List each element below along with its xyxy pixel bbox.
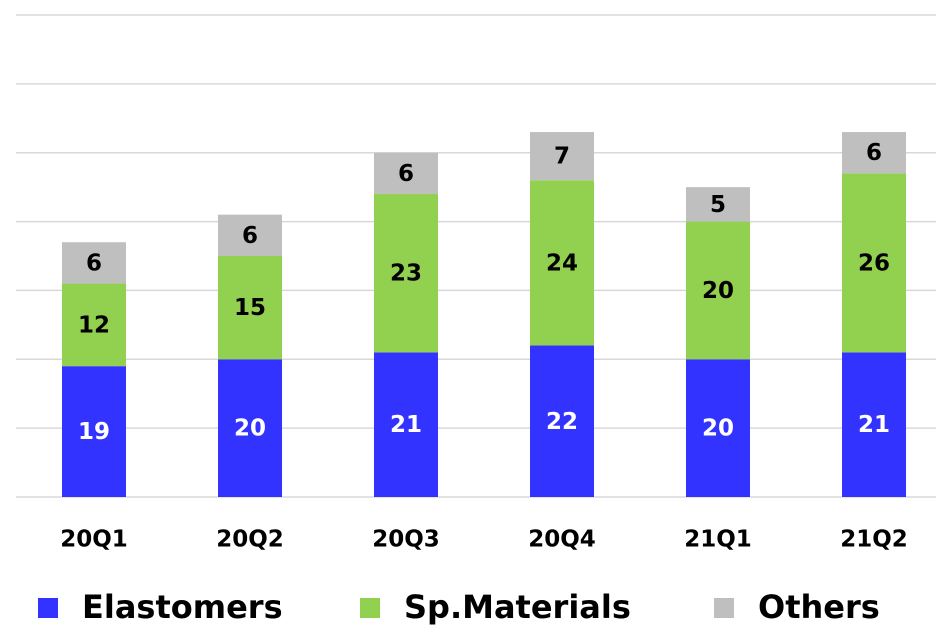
x-tick-label: 20Q3 [372, 527, 440, 553]
bar-segment [842, 132, 906, 174]
legend-label: Elastomers [82, 588, 283, 626]
bar-segment [374, 352, 438, 497]
bar-segment [530, 180, 594, 346]
data-label: 6 [242, 223, 258, 249]
data-label: 20 [234, 416, 266, 442]
data-label: 5 [710, 192, 726, 218]
legend-swatch [360, 598, 380, 618]
data-label: 24 [546, 250, 578, 276]
bar-segment [686, 187, 750, 222]
data-label: 26 [858, 250, 890, 276]
bar-segment [374, 152, 438, 195]
data-label: 21 [390, 412, 422, 438]
x-tick-label: 20Q1 [60, 527, 128, 553]
data-label: 20 [702, 416, 734, 442]
x-tick-label: 21Q1 [684, 527, 752, 553]
data-label: 21 [858, 412, 890, 438]
legend-label: Others [758, 588, 880, 626]
bar-segment [218, 359, 282, 497]
x-tick-label: 20Q2 [216, 527, 284, 553]
bar-segment [686, 221, 750, 360]
bar-segment [218, 256, 282, 360]
bar-segment [62, 366, 126, 497]
legend-swatch [714, 598, 734, 618]
bar-segment [530, 345, 594, 497]
data-label: 22 [546, 409, 578, 435]
data-label: 6 [86, 250, 102, 276]
data-label: 20 [702, 278, 734, 304]
bar-segment [686, 359, 750, 497]
data-label: 19 [78, 419, 110, 445]
data-label: 6 [398, 161, 414, 187]
data-label: 15 [234, 295, 266, 321]
legend-swatch [38, 598, 58, 618]
bar-segment [218, 214, 282, 256]
x-tick-label: 21Q2 [840, 527, 908, 553]
bar-segment [62, 242, 126, 284]
data-label: 12 [78, 312, 110, 338]
bar-segment [842, 352, 906, 497]
data-label: 23 [390, 261, 422, 287]
data-label: 6 [866, 140, 882, 166]
legend-label: Sp.Materials [404, 588, 631, 626]
bar-segment [842, 173, 906, 353]
x-tick-label: 20Q4 [528, 527, 596, 553]
bar-segment [62, 283, 126, 367]
data-label: 7 [554, 144, 570, 170]
bar-segment [530, 132, 594, 181]
bar-segment [374, 194, 438, 353]
